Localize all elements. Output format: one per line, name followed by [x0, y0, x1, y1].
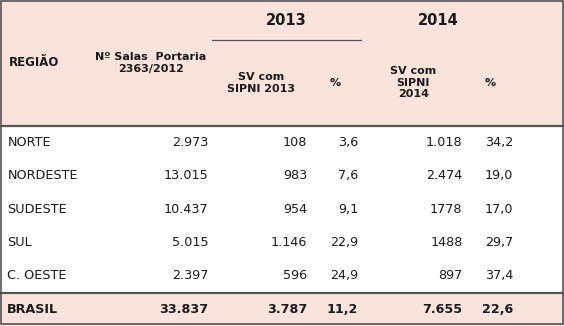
Text: 3,6: 3,6 — [338, 136, 358, 149]
Text: Nº Salas  Portaria
2363/2012: Nº Salas Portaria 2363/2012 — [95, 52, 206, 74]
Text: 22,9: 22,9 — [330, 236, 358, 249]
Text: 7.655: 7.655 — [422, 303, 462, 316]
Text: 11,2: 11,2 — [327, 303, 358, 316]
Text: 19,0: 19,0 — [485, 169, 513, 182]
Text: 5.015: 5.015 — [172, 236, 209, 249]
Text: %: % — [330, 78, 341, 88]
Text: BRASIL: BRASIL — [7, 303, 59, 316]
Text: 2.397: 2.397 — [173, 269, 209, 282]
Text: 9,1: 9,1 — [338, 202, 358, 215]
Text: 3.787: 3.787 — [267, 303, 307, 316]
Text: 22,6: 22,6 — [482, 303, 513, 316]
Text: 2014: 2014 — [418, 13, 459, 28]
Text: SV com
SIPNI
2014: SV com SIPNI 2014 — [390, 66, 437, 99]
Text: 2.474: 2.474 — [426, 169, 462, 182]
Text: NORDESTE: NORDESTE — [7, 169, 78, 182]
Text: 33.837: 33.837 — [160, 303, 209, 316]
Text: 1.146: 1.146 — [271, 236, 307, 249]
Text: 2.973: 2.973 — [173, 136, 209, 149]
Text: 596: 596 — [283, 269, 307, 282]
Bar — [0, 126, 564, 293]
Text: 29,7: 29,7 — [485, 236, 513, 249]
Text: %: % — [485, 78, 496, 88]
Text: SUL: SUL — [7, 236, 32, 249]
Text: 7,6: 7,6 — [338, 169, 358, 182]
Text: 1.018: 1.018 — [426, 136, 462, 149]
Text: REGIÃO: REGIÃO — [8, 56, 59, 69]
Text: 24,9: 24,9 — [330, 269, 358, 282]
Text: 34,2: 34,2 — [485, 136, 513, 149]
Text: 10.437: 10.437 — [164, 202, 209, 215]
Text: SV com
SIPNI 2013: SV com SIPNI 2013 — [227, 72, 295, 94]
Text: 2013: 2013 — [266, 13, 307, 28]
Text: 1778: 1778 — [430, 202, 462, 215]
Text: 954: 954 — [283, 202, 307, 215]
Text: 17,0: 17,0 — [484, 202, 513, 215]
Text: 108: 108 — [283, 136, 307, 149]
Text: 37,4: 37,4 — [485, 269, 513, 282]
Text: SUDESTE: SUDESTE — [7, 202, 67, 215]
Text: 983: 983 — [283, 169, 307, 182]
Text: NORTE: NORTE — [7, 136, 51, 149]
Text: 1488: 1488 — [430, 236, 462, 249]
Text: C. OESTE: C. OESTE — [7, 269, 67, 282]
Text: 897: 897 — [438, 269, 462, 282]
Text: 13.015: 13.015 — [164, 169, 209, 182]
